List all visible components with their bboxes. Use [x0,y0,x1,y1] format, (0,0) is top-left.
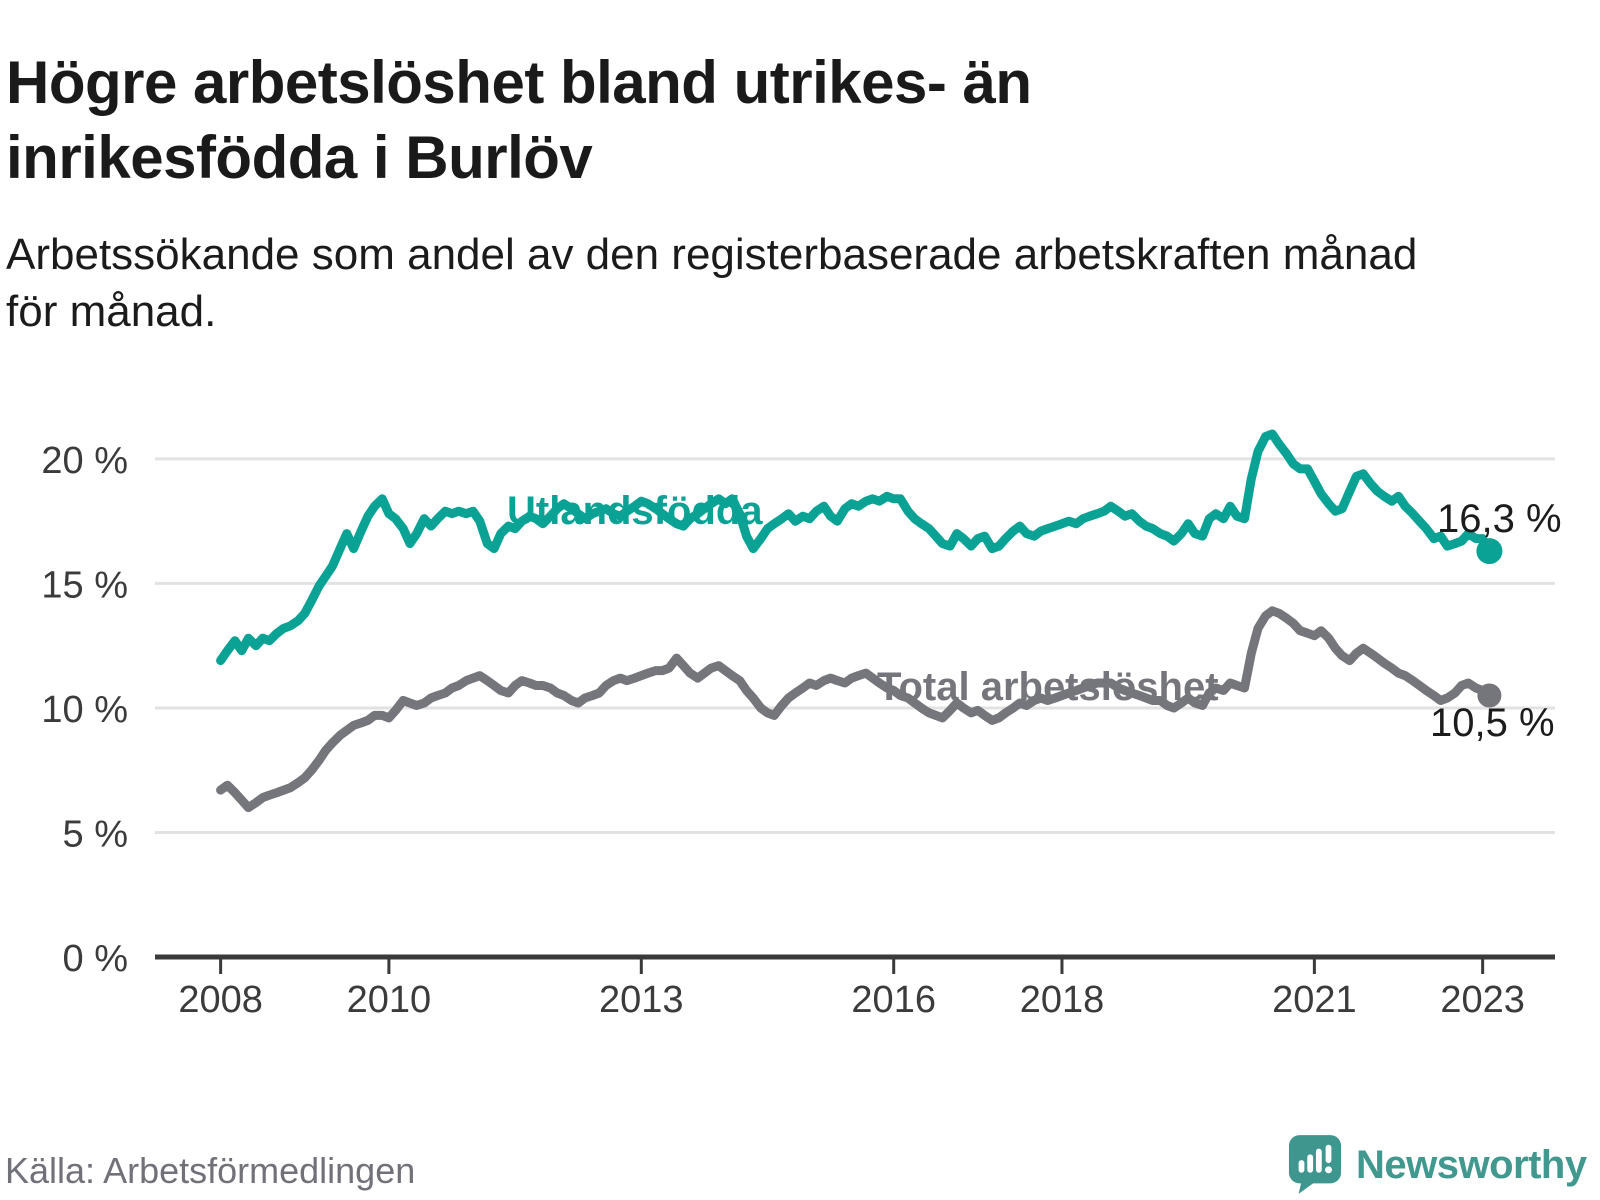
series-line-total-arbetsloshet [216,606,1494,813]
source-text: Källa: Arbetsförmedlingen [5,1150,416,1191]
y-axis-labels: 0 % 5 % 10 % 15 % 20 % [41,440,128,980]
x-axis-labels: 2008 2010 2013 2016 2018 2021 2023 [178,979,1525,1021]
series-end-dot-total-arbetsloshet [1477,683,1502,708]
gridlines [155,457,1555,834]
x-tick-label: 2023 [1440,979,1525,1021]
y-tick-label: 15 % [41,564,128,606]
x-tick-label: 2008 [178,979,263,1021]
newsworthy-bubble-icon [1288,1135,1342,1194]
y-tick-label: 10 % [41,689,128,731]
y-tick-label: 0 % [63,938,128,980]
chart-title: Högre arbetslöshet bland utrikes- än inr… [6,49,1032,191]
data-series [216,429,1503,813]
y-tick-label: 5 % [63,813,128,855]
x-tick-label: 2010 [347,979,432,1021]
newsworthy-brand-text: Newsworthy [1356,1142,1587,1187]
x-tick-label: 2021 [1272,979,1357,1021]
x-axis [155,954,1555,974]
newsworthy-logo: Newsworthy [1288,1134,1587,1196]
x-tick-label: 2016 [851,979,936,1021]
series-label-total-arbetsloshet: Total arbetslöshet [877,665,1219,709]
x-tick-label: 2013 [599,979,684,1021]
y-tick-label: 20 % [41,440,128,482]
series-label-utlandsfodda: Utlandsfödda [507,489,763,533]
series-end-dot-utlandsfodda [1476,538,1503,565]
series-line-utlandsfodda [216,429,1494,666]
chart-subtitle: Arbetssökande som andel av den registerb… [6,230,1418,337]
x-tick-label: 2018 [1020,979,1105,1021]
end-value-label-utlandsfodda: 16,3 % [1437,497,1562,541]
end-value-label-total-arbetsloshet: 10,5 % [1430,701,1555,745]
